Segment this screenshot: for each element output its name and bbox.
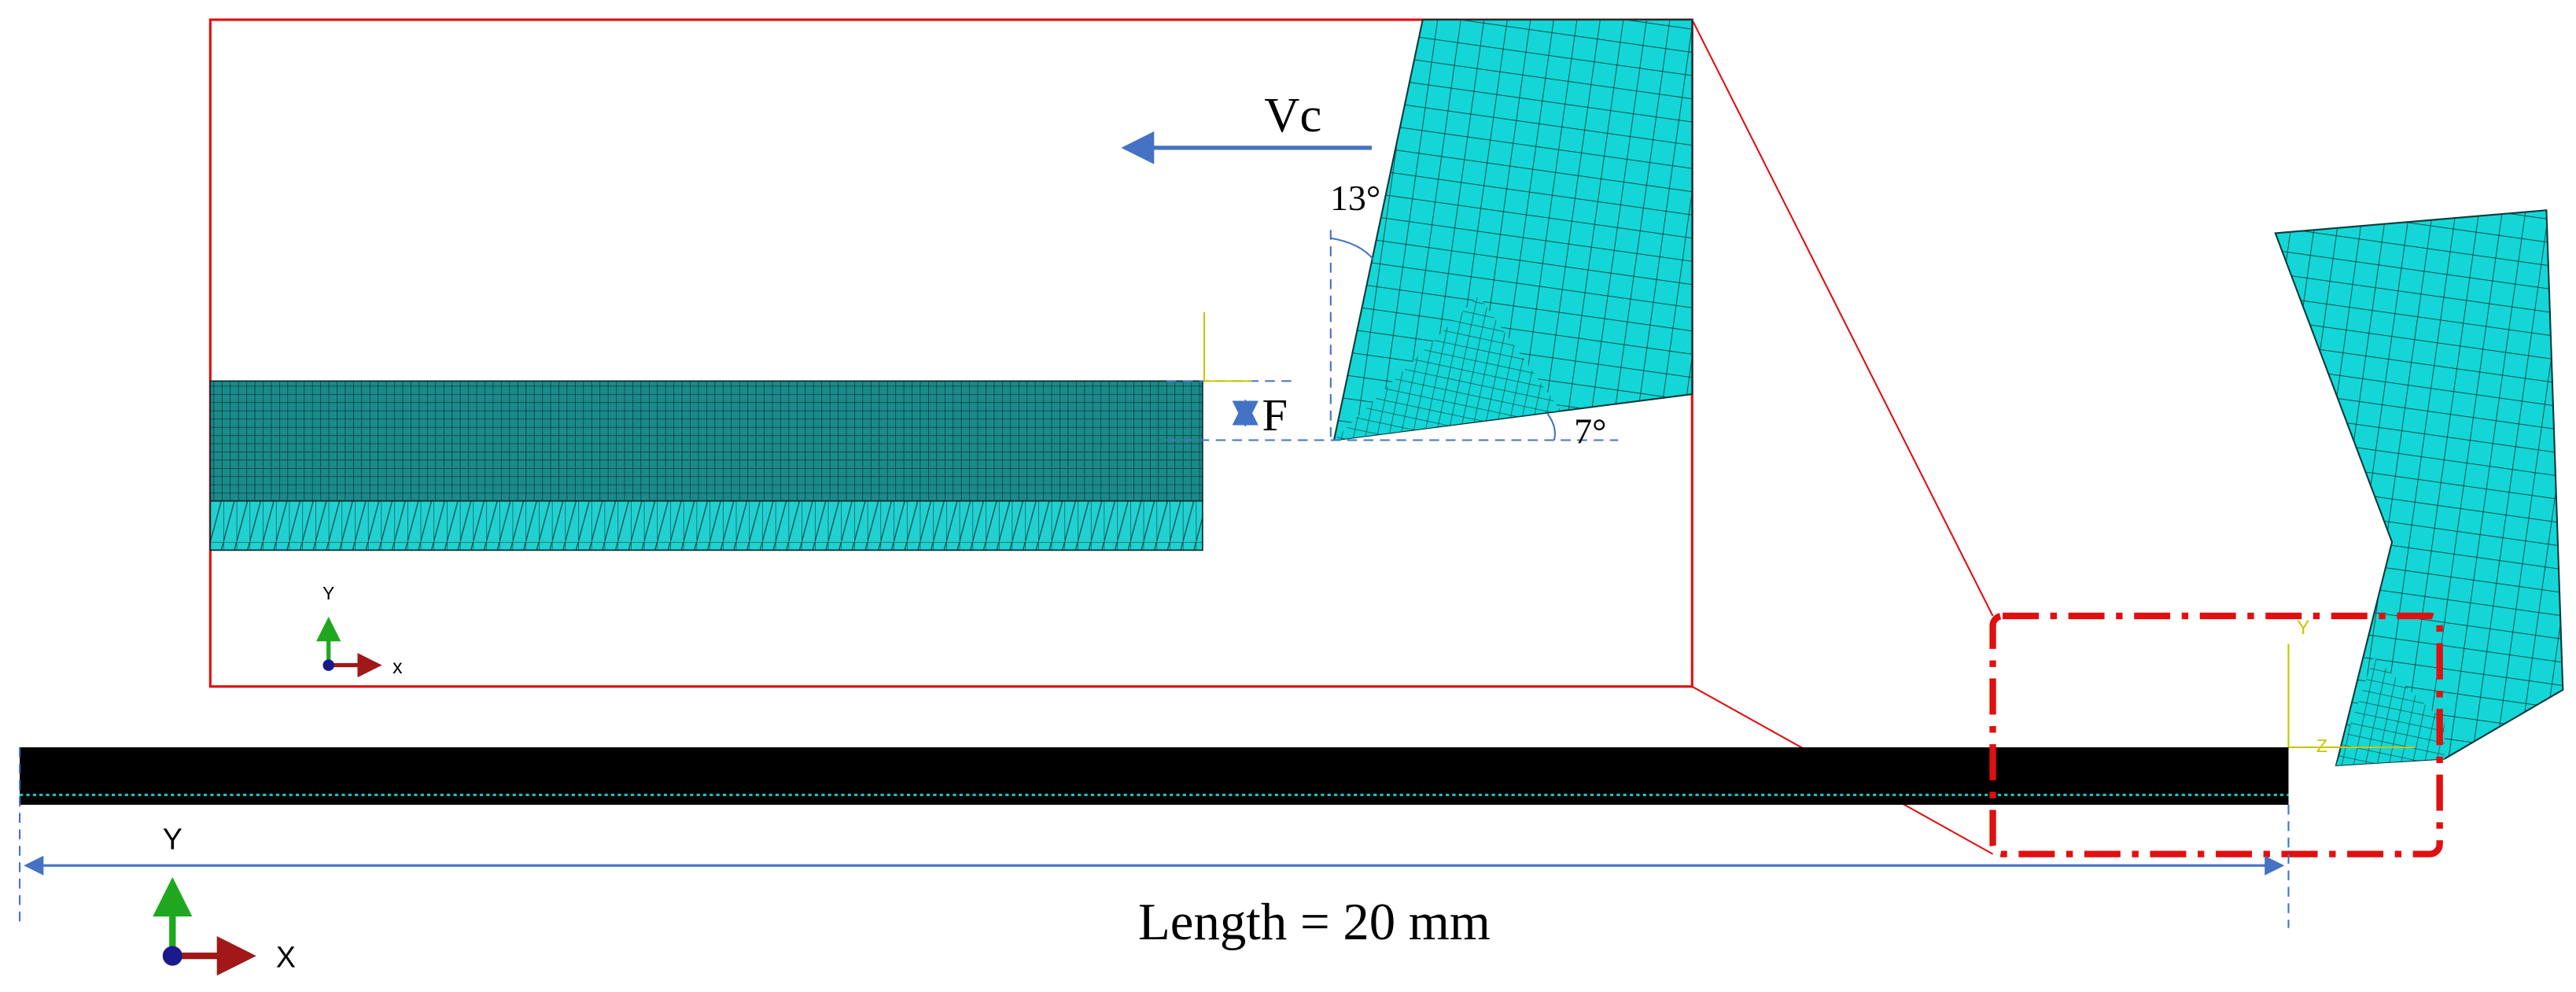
workpiece xyxy=(20,747,2289,805)
velocity-label: Vc xyxy=(1264,87,1321,142)
rake-angle-label: 13° xyxy=(1330,178,1380,218)
tool-mesh xyxy=(1332,19,1693,441)
axis-origin xyxy=(162,946,182,966)
feed-label: F xyxy=(1262,389,1288,441)
zoom-line xyxy=(1691,19,1994,617)
axis-y-label: Y xyxy=(163,822,182,855)
tool-axis-z-label: Z xyxy=(2316,736,2327,756)
tool xyxy=(2274,209,2564,767)
clearance-angle-label: 7° xyxy=(1574,411,1606,452)
angle-arc xyxy=(1330,237,1374,260)
zoom-region xyxy=(1989,612,2443,857)
axis-x-label: X xyxy=(276,941,296,974)
workpiece-base-mesh xyxy=(209,500,1203,551)
tool-axis-y-label: Y xyxy=(2297,617,2310,639)
tool-tip xyxy=(2336,657,2445,765)
workpiece-mesh xyxy=(209,380,1203,502)
tool-tip-mesh xyxy=(1333,295,1561,441)
axis-x-label: x xyxy=(392,656,403,678)
length-label: Length = 20 mm xyxy=(1138,893,1491,951)
axis-origin xyxy=(322,659,335,671)
angle-arc xyxy=(1546,413,1556,441)
axis-y-label: Y xyxy=(322,583,334,603)
